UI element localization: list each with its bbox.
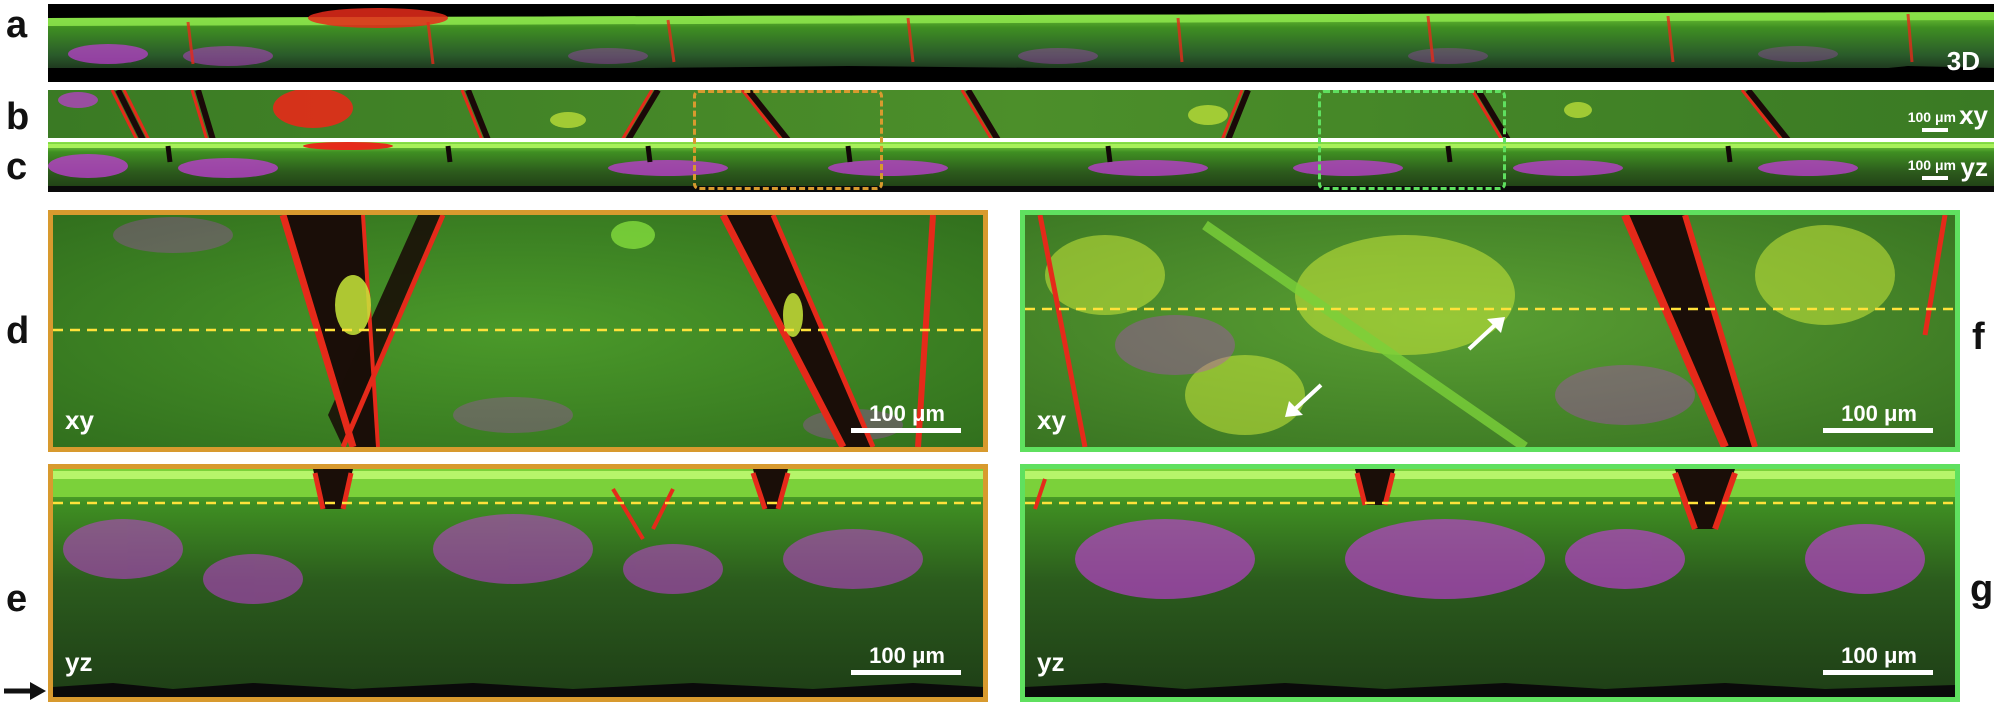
panel-letter-d: d <box>6 310 30 352</box>
panel-letter-f: f <box>1972 316 1985 358</box>
panel-letter-e: e <box>6 578 28 620</box>
panel-g-image <box>1025 469 1955 697</box>
panel-g-scalebar <box>1823 670 1933 675</box>
panel-f-scalebar <box>1823 428 1933 433</box>
roi-green-box <box>1318 90 1506 190</box>
panel-g-label: yz <box>1037 647 1065 677</box>
roi-orange-box <box>693 90 883 190</box>
panel-d-scalebar-label: 100 μm <box>869 401 945 426</box>
strip-3d-label: 3D <box>1946 46 1980 76</box>
strip-xy-label: xy <box>1959 100 1988 130</box>
panel-d-xy: xy 100 μm <box>48 210 988 452</box>
strip-xy-image <box>48 90 1994 140</box>
panel-e-yz: yz 100 μm <box>48 464 988 702</box>
panel-f-scalebar-label: 100 μm <box>1841 401 1917 426</box>
strip-yz-scalebar <box>1922 176 1948 180</box>
white-arrow-icon <box>1285 383 1323 417</box>
panel-f-label: xy <box>1037 405 1066 435</box>
strip-yz-label: yz <box>1960 152 1988 182</box>
panel-e-image <box>53 469 983 697</box>
strip-xy-overview: 100 μm xy <box>48 90 1994 140</box>
white-arrow-icon <box>1467 317 1505 351</box>
panel-f-image <box>1025 215 1955 447</box>
strip-yz-image <box>48 142 1994 192</box>
panel-d-image <box>53 215 983 447</box>
panel-letter-g: g <box>1970 568 1994 610</box>
panel-e-scalebar <box>851 670 961 675</box>
panel-letter-b: b <box>6 96 30 138</box>
strip-yz-overview: 100 μm yz <box>48 142 1994 192</box>
strip-3d-rendering: 3D <box>48 4 1994 82</box>
strip-yz-scalebar-label: 100 μm <box>1907 157 1956 173</box>
strip-3d-image <box>48 8 1994 82</box>
panel-d-label: xy <box>65 405 94 435</box>
panel-letter-c: c <box>6 146 28 188</box>
panel-letter-a: a <box>6 4 28 46</box>
arrow-right-icon <box>4 682 46 700</box>
panel-g-yz: yz 100 μm <box>1020 464 1960 702</box>
strip-xy-scalebar-label: 100 μm <box>1907 109 1956 125</box>
panel-d-scalebar <box>851 428 961 433</box>
panel-e-scalebar-label: 100 μm <box>869 643 945 668</box>
panel-f-xy: xy 100 μm <box>1020 210 1960 452</box>
panel-g-scalebar-label: 100 μm <box>1841 643 1917 668</box>
panel-e-label: yz <box>65 647 93 677</box>
strip-xy-scalebar <box>1922 128 1948 132</box>
